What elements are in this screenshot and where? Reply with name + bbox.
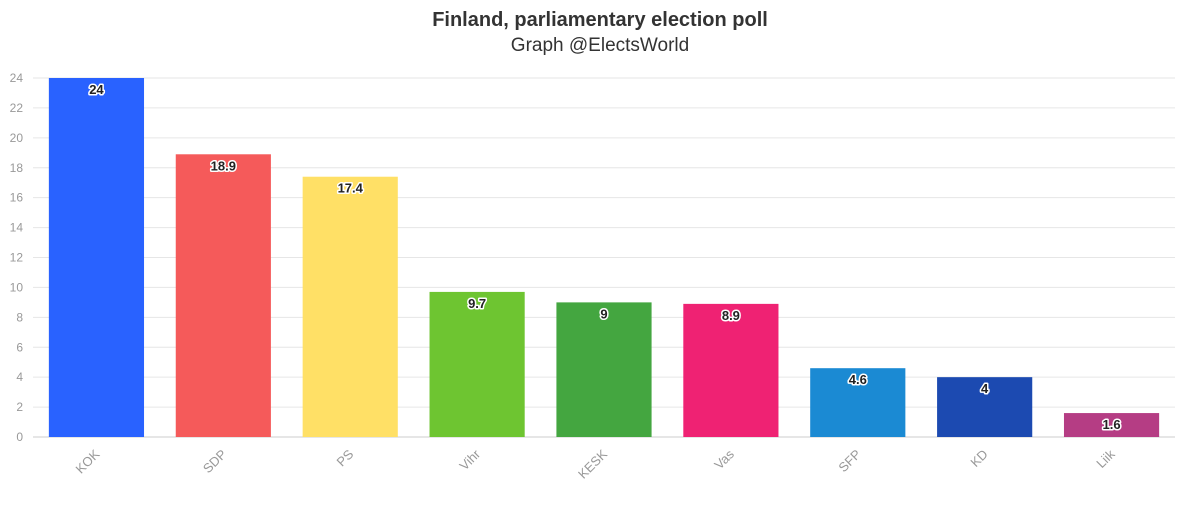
- y-tick-label: 6: [16, 340, 23, 354]
- y-tick-label: 2: [16, 400, 23, 414]
- x-tick-label: KOK: [73, 446, 103, 476]
- bar-liik: [1063, 413, 1160, 437]
- y-tick-label: 18: [10, 161, 24, 175]
- bar-ps: [302, 176, 398, 437]
- x-tick-label: Vihr: [456, 446, 483, 473]
- x-tick-label: KESK: [575, 446, 610, 481]
- y-tick-label: 24: [10, 71, 24, 85]
- y-tick-label: 14: [10, 221, 24, 235]
- bar-kok: [48, 78, 145, 437]
- x-tick-label: KD: [967, 447, 990, 470]
- y-tick-label: 8: [16, 310, 23, 324]
- bar-sfp: [810, 368, 906, 437]
- data-label: 8.9: [722, 308, 740, 323]
- y-tick-label: 4: [16, 370, 23, 384]
- chart-subtitle: Graph @ElectsWorld: [510, 35, 690, 56]
- data-label: 4.6: [849, 372, 867, 387]
- x-tick-label: Liik: [1093, 446, 1118, 471]
- data-label: 24: [89, 82, 104, 97]
- data-label: 1.6: [1103, 417, 1121, 432]
- bar-kd: [937, 377, 1033, 437]
- data-label: 9: [600, 306, 607, 321]
- x-tick-label: SFP: [835, 447, 863, 475]
- bar-vihr: [429, 291, 525, 437]
- data-label: 17.4: [338, 181, 364, 196]
- y-tick-label: 22: [10, 101, 24, 115]
- bar-kesk: [556, 302, 652, 437]
- data-label: 18.9: [211, 158, 236, 173]
- data-label: 4: [981, 381, 989, 396]
- data-label: 9.7: [468, 296, 486, 311]
- x-tick-label: PS: [333, 446, 356, 469]
- x-tick-label: SDP: [200, 447, 230, 477]
- bar-sdp: [175, 154, 271, 437]
- chart-title: Finland, parliamentary election poll: [432, 9, 768, 31]
- y-tick-label: 16: [10, 191, 24, 205]
- y-tick-label: 10: [10, 280, 24, 294]
- bar-vas: [683, 303, 779, 437]
- y-tick-label: 0: [16, 430, 23, 444]
- y-tick-label: 12: [10, 251, 24, 265]
- x-tick-label: Vas: [711, 446, 737, 472]
- y-tick-label: 20: [10, 131, 24, 145]
